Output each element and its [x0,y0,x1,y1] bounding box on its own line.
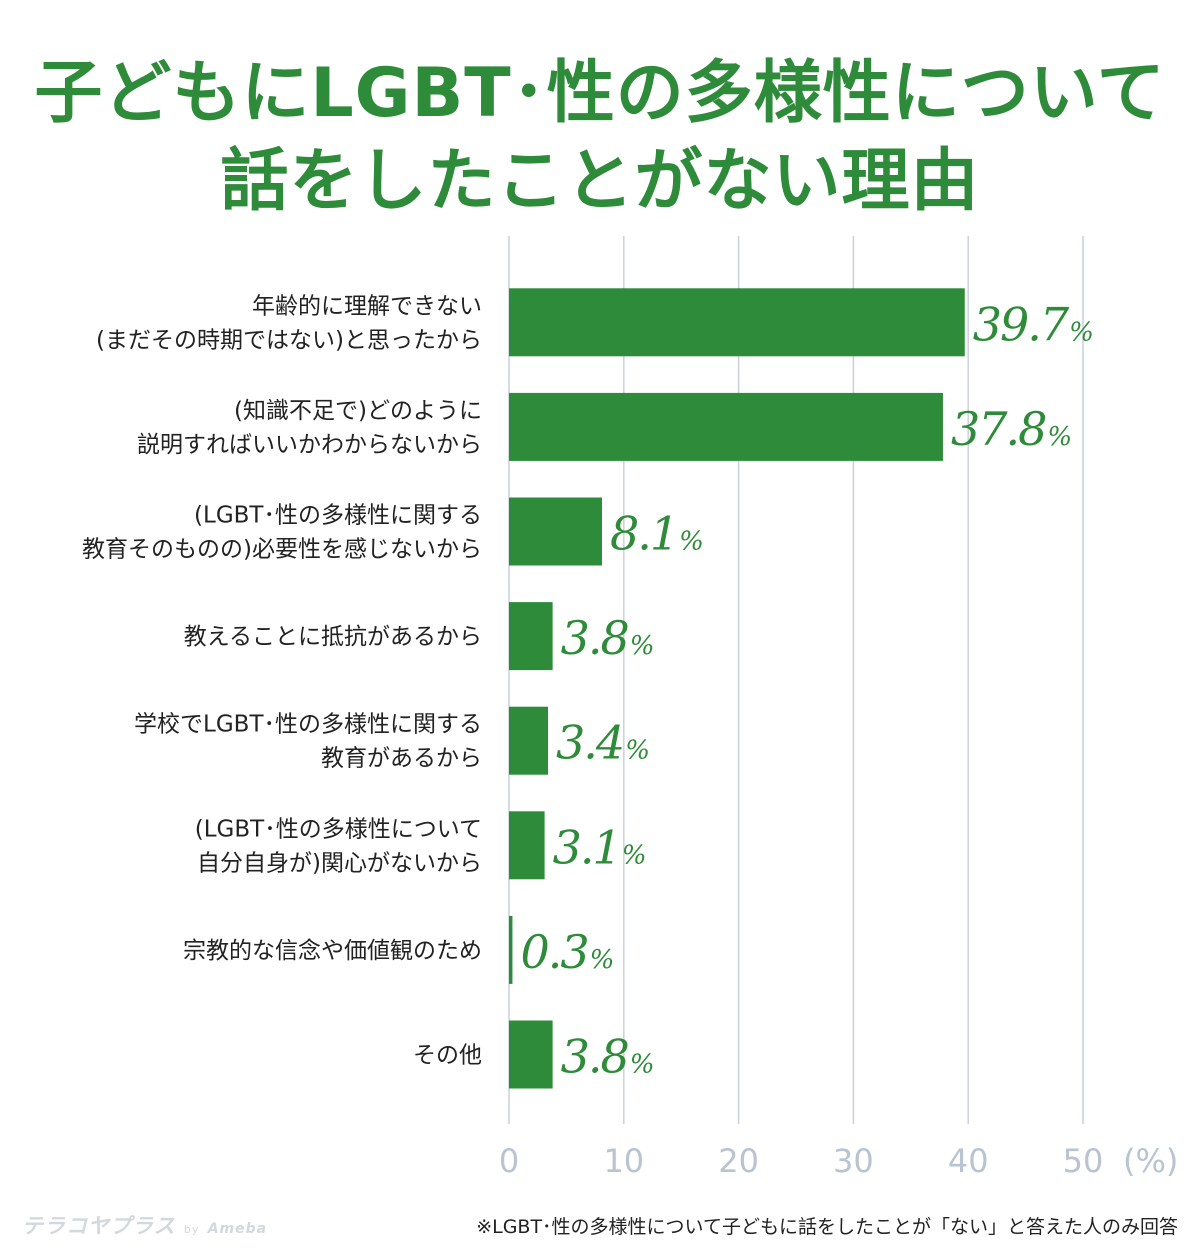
chart-title-line-2: 話をしたことがない理由 [220,142,980,221]
value-label-7: 0.3% [520,925,614,979]
value-label-3: 8.1% [610,507,704,561]
value-label-5: 3.4% [556,716,650,770]
bar-4 [509,602,553,671]
value-label-4: 3.8% [561,611,655,665]
bar-7 [509,915,513,984]
category-label-7: 宗教的な信念や価値観のため [183,938,482,964]
bar-1 [509,288,965,357]
brand-logo: テラコヤプラス by Ameba [22,1210,267,1240]
bar-chart: 39.7% 年齢的に理解できない(まだその時期ではない)と思ったから 37.8% (知… [82,236,1178,1180]
bar-6 [509,811,545,880]
brand-logo-main: テラコヤプラス [22,1214,176,1238]
bar-2 [509,392,943,461]
brand-logo-ameba: Ameba [207,1221,268,1237]
x-axis-unit-label: (%) [1123,1142,1178,1180]
category-label-2: (知識不足で)どのように説明すればいいかわからないから [137,398,482,458]
x-tick-label-0: 0 [499,1142,519,1180]
category-label-4: 教えることに抵抗があるから [184,624,482,650]
chart-title-line-1: 子どもにLGBT･性の多様性について [34,54,1166,133]
footnote: ※LGBT･性の多様性について子どもに話をしたことが「ない」と答えた人のみ回答 [476,1216,1178,1238]
category-label-5: 学校でLGBT･性の多様性に関する教育があるから [134,712,482,772]
category-label-6: (LGBT･性の多様性について自分自身が)関心がないから [195,816,482,876]
bar-5 [509,706,549,775]
value-label-6: 3.1% [553,820,647,874]
chart-title: 子どもにLGBT･性の多様性について 話をしたことがない理由 [0,50,1200,226]
x-tick-label-10: 10 [603,1142,644,1180]
bar-3 [509,497,602,566]
x-tick-label-20: 20 [718,1142,759,1180]
value-label-8: 3.8% [561,1030,655,1084]
category-label-8: その他 [413,1043,482,1069]
x-tick-label-50: 50 [1063,1142,1104,1180]
bar-8 [509,1020,553,1089]
value-label-2: 37.8% [951,402,1072,456]
x-tick-label-40: 40 [948,1142,989,1180]
category-label-3: (LGBT･性の多様性に関する教育そのものの)必要性を感じないから [82,503,482,563]
category-label-1: 年齢的に理解できない(まだその時期ではない)と思ったから [96,293,482,353]
value-label-1: 39.7% [973,297,1094,351]
brand-logo-by: by [183,1223,200,1236]
x-tick-label-30: 30 [833,1142,874,1180]
